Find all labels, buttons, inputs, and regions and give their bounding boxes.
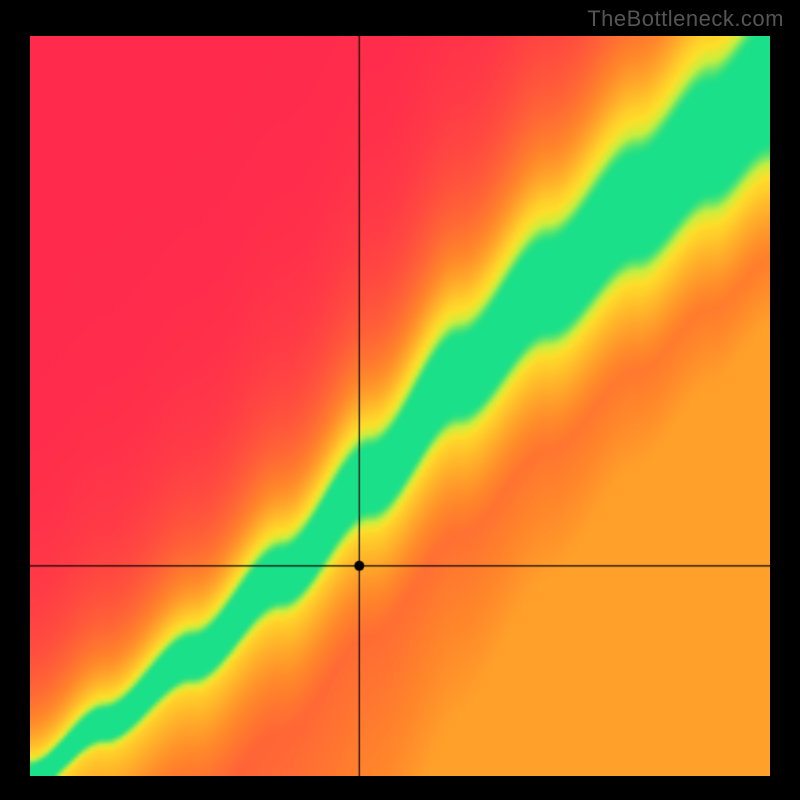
chart-container: TheBottleneck.com	[0, 0, 800, 800]
bottleneck-heatmap	[30, 36, 770, 776]
watermark-text: TheBottleneck.com	[587, 6, 784, 32]
